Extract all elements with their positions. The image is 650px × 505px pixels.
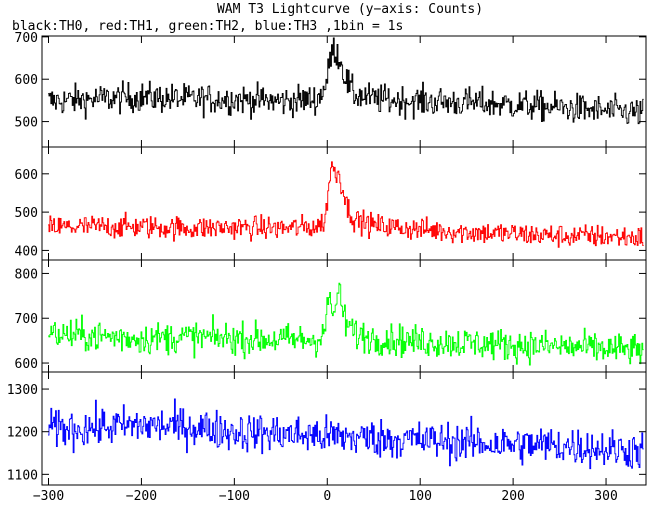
panel-TH0: 500 600 700 [15,31,647,148]
y-tick-label-TH2-600: 600 [15,357,38,372]
y-tick-label-TH1-600: 600 [15,168,38,183]
y-tick-label-TH1-500: 500 [15,206,38,221]
series-line-TH1 [48,161,644,248]
y-tick-label-TH3-1100: 1100 [7,468,38,483]
y-tick-label-TH0-600: 600 [15,73,38,88]
y-tick-label-TH2-700: 700 [15,312,38,327]
x-tick-label--100: −100 [219,489,250,504]
x-axis: −300 −200 −100 0 100 200 300 [33,489,618,504]
y-tick-label-TH2-800: 800 [15,267,38,282]
x-tick-label--200: −200 [126,489,157,504]
y-tick-label-TH1-400: 400 [15,244,38,259]
panel-TH2: 600 700 800 [15,259,647,373]
series-line-TH3 [48,398,644,470]
panel-frame-TH1 [41,146,647,261]
y-tick-label-TH3-1300: 1300 [7,383,38,398]
series-line-TH2 [48,282,644,366]
x-tick-label--300: −300 [33,489,64,504]
series-line-TH0 [48,37,644,125]
y-tick-label-TH3-1200: 1200 [7,426,38,441]
chart-subtitle: black:TH0, red:TH1, green:TH2, blue:TH3 … [12,19,403,34]
y-tick-label-TH0-500: 500 [15,116,38,131]
y-tick-label-TH0-700: 700 [15,31,38,46]
x-tick-label-100: 100 [408,489,431,504]
panels: 500 600 700 400 500 600 600 700 800 1100 1200 1300 [7,31,647,486]
panel-frame-TH3 [41,371,647,486]
x-tick-label-300: 300 [594,489,617,504]
x-tick-label-200: 200 [501,489,524,504]
panel-TH1: 400 500 600 [15,146,647,261]
x-tick-label-0: 0 [323,489,331,504]
panel-TH3: 1100 1200 1300 [7,371,647,486]
chart-title: WAM T3 Lightcurve (y−axis: Counts) [217,2,483,17]
panel-frame-TH2 [41,259,647,373]
